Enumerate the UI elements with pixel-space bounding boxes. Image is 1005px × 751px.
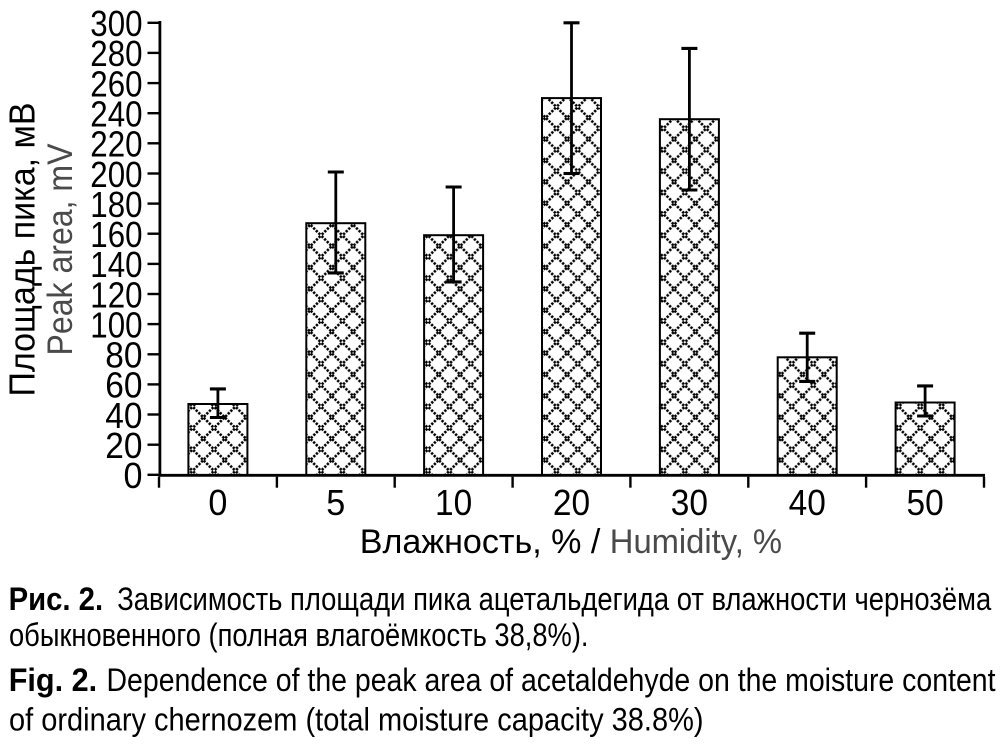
svg-text:Площадь пика, мВ: Площадь пика, мВ xyxy=(2,103,43,397)
svg-text:80: 80 xyxy=(105,335,142,376)
svg-text:280: 280 xyxy=(90,33,142,74)
svg-text:300: 300 xyxy=(90,3,142,44)
svg-text:100: 100 xyxy=(90,304,142,345)
svg-text:5: 5 xyxy=(326,482,345,523)
svg-text:Dependence of the peak area of: Dependence of the peak area of acetaldeh… xyxy=(107,662,996,698)
svg-text:160: 160 xyxy=(90,214,142,255)
svg-text:Fig. 2.: Fig. 2. xyxy=(9,662,98,698)
svg-text:of ordinary chernozem (total m: of ordinary chernozem (total moisture ca… xyxy=(9,701,704,737)
svg-text:обыкновенного (полная влагоёмк: обыкновенного (полная влагоёмкость 38,8%… xyxy=(9,617,589,653)
svg-text:Peak area, mV: Peak area, mV xyxy=(41,143,80,356)
svg-text:30: 30 xyxy=(671,482,708,523)
svg-text:Влажность, % /: Влажность, % / xyxy=(360,523,601,561)
svg-text:Humidity, %: Humidity, % xyxy=(610,523,782,561)
svg-text:20: 20 xyxy=(553,482,590,523)
svg-text:20: 20 xyxy=(105,425,142,466)
svg-text:Рис. 2.: Рис. 2. xyxy=(9,581,104,617)
svg-text:240: 240 xyxy=(90,94,142,135)
svg-text:180: 180 xyxy=(90,184,142,225)
svg-text:140: 140 xyxy=(90,244,142,285)
svg-text:40: 40 xyxy=(105,395,142,436)
svg-text:120: 120 xyxy=(90,274,142,315)
svg-text:60: 60 xyxy=(105,365,142,406)
svg-text:220: 220 xyxy=(90,124,142,165)
svg-text:0: 0 xyxy=(208,482,227,523)
svg-text:200: 200 xyxy=(90,154,142,195)
svg-text:260: 260 xyxy=(90,63,142,104)
svg-text:50: 50 xyxy=(907,482,944,523)
svg-text:40: 40 xyxy=(789,482,826,523)
svg-text:10: 10 xyxy=(435,482,472,523)
svg-text:0: 0 xyxy=(124,455,143,496)
svg-text:Зависимость площади пика ацета: Зависимость площади пика ацетальдегида о… xyxy=(117,581,991,617)
